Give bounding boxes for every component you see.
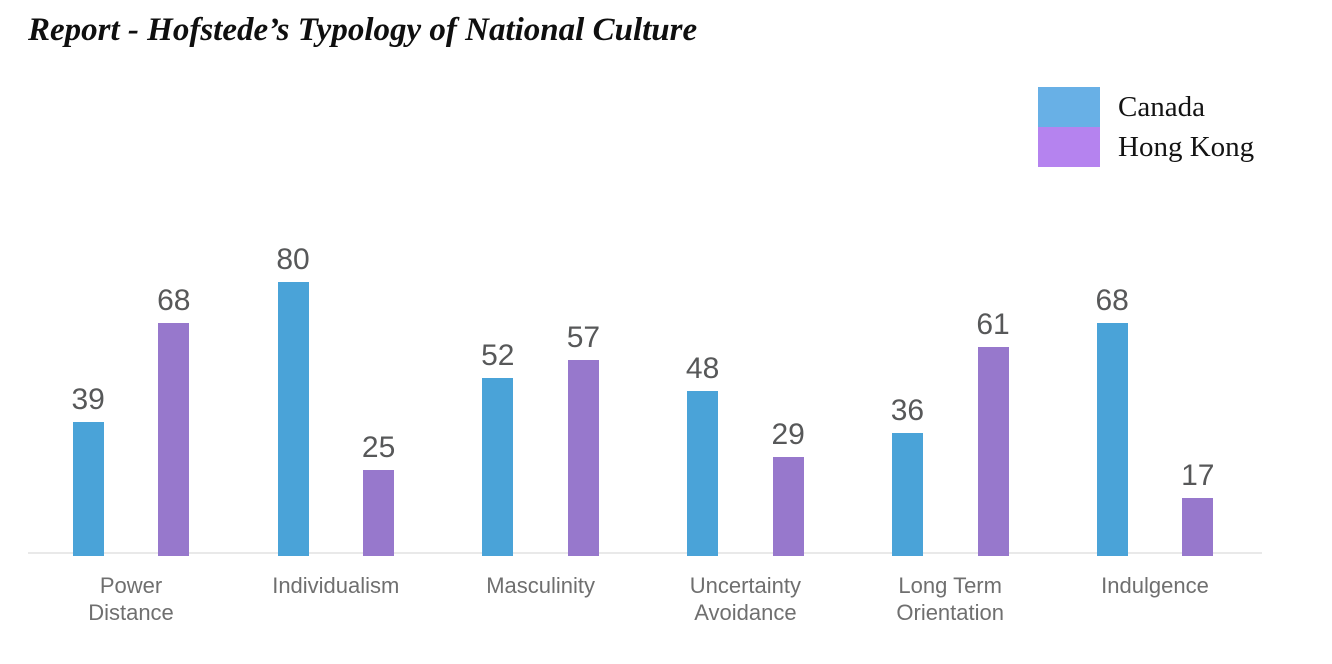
value-label-hong-kong-indulgence: 17 bbox=[1181, 459, 1215, 492]
value-label-canada-individualism: 80 bbox=[276, 243, 310, 276]
bar-canada-power-distance bbox=[72, 422, 104, 556]
category-label-power-distance: Power Distance bbox=[88, 573, 174, 625]
value-label-hong-kong-masculinity: 57 bbox=[566, 321, 601, 354]
bar-hong-kong-masculinity bbox=[567, 360, 599, 556]
bar-canada-individualism bbox=[277, 282, 309, 556]
bar-canada-masculinity bbox=[482, 378, 514, 556]
category-label-individualism: Individualism bbox=[272, 573, 400, 598]
legend-swatch-hong-kong bbox=[1038, 127, 1100, 167]
bar-hong-kong-long-term-orientation bbox=[977, 347, 1009, 556]
value-label-hong-kong-uncertainty-avoidance: 29 bbox=[771, 418, 805, 451]
legend-label-hong-kong: Hong Kong bbox=[1118, 131, 1255, 163]
report-title: Report - Hofstede’s Typology of National… bbox=[28, 12, 698, 48]
bar-chart: 39 68 Power Distance 80 25 Individualism 52 57 M… bbox=[28, 220, 1262, 625]
chart-legend: Canada Hong Kong bbox=[1038, 87, 1254, 167]
bar-hong-kong-uncertainty-avoidance bbox=[772, 457, 804, 556]
bar-hong-kong-individualism bbox=[363, 470, 395, 556]
legend-swatch-canada bbox=[1038, 87, 1100, 127]
legend-item-canada: Canada bbox=[1038, 87, 1254, 127]
value-label-hong-kong-long-term-orientation: 61 bbox=[976, 308, 1010, 341]
category-label-masculinity: Masculinity bbox=[486, 573, 595, 598]
legend-item-hong-kong: Hong Kong bbox=[1038, 127, 1254, 167]
bar-canada-uncertainty-avoidance bbox=[687, 391, 719, 556]
bar-canada-indulgence bbox=[1096, 323, 1128, 556]
value-label-canada-uncertainty-avoidance: 48 bbox=[685, 352, 720, 385]
bar-hong-kong-indulgence bbox=[1182, 498, 1214, 556]
bar-hong-kong-power-distance bbox=[158, 323, 190, 556]
category-label-uncertainty-avoidance: Uncertainty Avoidance bbox=[689, 573, 802, 625]
value-label-canada-masculinity: 52 bbox=[481, 339, 515, 372]
value-label-canada-power-distance: 39 bbox=[71, 383, 105, 416]
value-label-canada-indulgence: 68 bbox=[1095, 284, 1129, 317]
legend-label-canada: Canada bbox=[1118, 91, 1205, 123]
value-label-hong-kong-power-distance: 68 bbox=[157, 284, 191, 317]
value-label-canada-long-term-orientation: 36 bbox=[890, 394, 925, 427]
x-axis-line bbox=[28, 552, 1262, 554]
category-label-indulgence: Indulgence bbox=[1101, 573, 1209, 598]
bar-canada-long-term-orientation bbox=[891, 433, 923, 556]
value-label-hong-kong-individualism: 25 bbox=[361, 431, 396, 464]
category-label-long-term-orientation: Long Term Orientation bbox=[896, 573, 1004, 625]
